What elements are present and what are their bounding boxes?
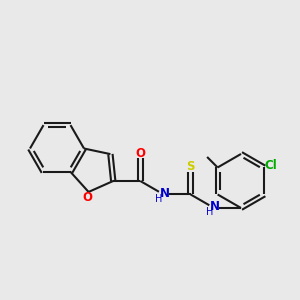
Text: H: H <box>155 194 163 204</box>
Text: H: H <box>206 208 213 218</box>
Text: N: N <box>160 187 170 200</box>
Text: O: O <box>82 191 92 204</box>
Text: S: S <box>186 160 195 173</box>
Text: Cl: Cl <box>265 159 278 172</box>
Text: O: O <box>135 147 145 160</box>
Text: N: N <box>210 200 220 213</box>
